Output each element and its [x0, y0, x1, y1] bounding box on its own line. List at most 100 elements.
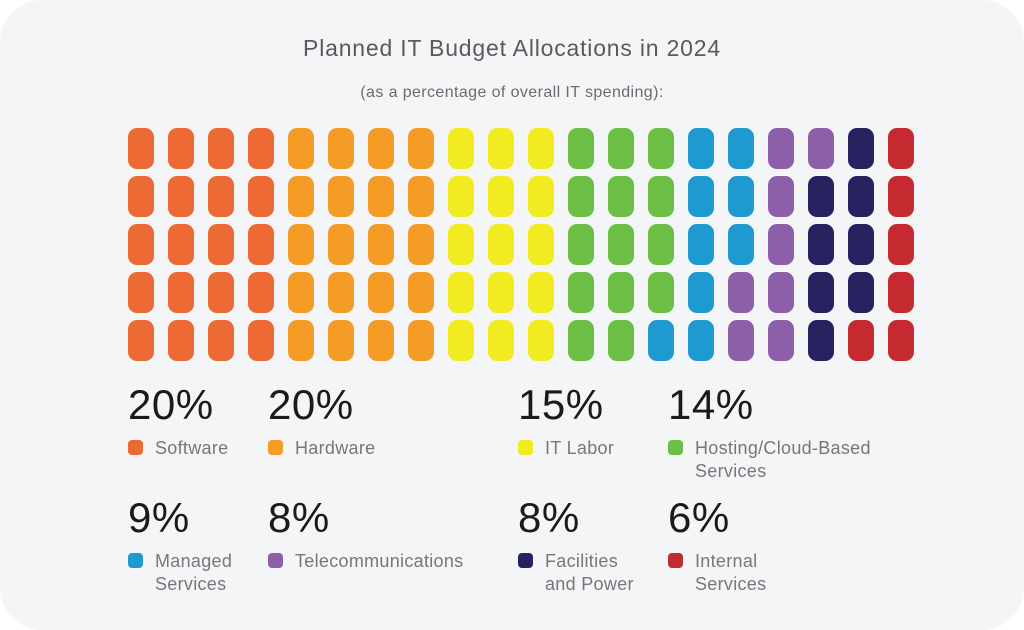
waffle-tile-it-labor	[528, 224, 554, 265]
legend-percent-hardware: 20%	[268, 381, 354, 428]
waffle-tile-internal-services	[888, 176, 914, 217]
waffle-tile-it-labor	[488, 320, 514, 361]
waffle-tile-it-labor	[448, 224, 474, 265]
legend-percent-facilities-and-power: 8%	[518, 493, 580, 541]
legend-label-facilities-and-power: Facilities and Power	[545, 550, 634, 595]
waffle-tile-software	[128, 272, 154, 313]
waffle-tile-software	[208, 224, 234, 265]
waffle-tile-hosting-cloud-based-services	[568, 272, 594, 313]
waffle-tile-software	[248, 224, 274, 265]
waffle-tile-software	[128, 224, 154, 265]
legend-label-row-hosting-cloud-based-services: Hosting/Cloud-Based Services	[668, 437, 928, 484]
waffle-tile-hardware	[328, 320, 354, 361]
waffle-tile-software	[248, 272, 274, 313]
waffle-tile-telecommunications	[728, 320, 754, 361]
waffle-tile-hosting-cloud-based-services	[608, 320, 634, 361]
waffle-tile-internal-services	[888, 272, 914, 313]
legend-swatch-managed-services	[128, 552, 143, 568]
legend-swatch-facilities-and-power	[518, 552, 533, 568]
waffle-tile-facilities-and-power	[808, 320, 834, 361]
waffle-tile-facilities-and-power	[848, 224, 874, 265]
waffle-tile-it-labor	[488, 224, 514, 265]
legend-label-managed-services: Managed Services	[155, 550, 233, 595]
waffle-tile-hardware	[288, 224, 314, 265]
waffle-tile-software	[168, 128, 194, 169]
waffle-tile-managed-services	[688, 176, 714, 217]
waffle-tile-software	[208, 320, 234, 361]
waffle-tile-facilities-and-power	[808, 224, 834, 265]
waffle-tile-software	[128, 320, 154, 361]
legend-label-row-telecommunications: Telecommunications	[268, 550, 518, 573]
waffle-tile-telecommunications	[768, 128, 794, 169]
waffle-tile-hardware	[368, 224, 394, 265]
waffle-tile-hosting-cloud-based-services	[568, 224, 594, 265]
waffle-tile-internal-services	[888, 224, 914, 265]
legend-swatch-software	[128, 440, 143, 455]
waffle-tile-software	[168, 320, 194, 361]
waffle-tile-it-labor	[488, 176, 514, 217]
waffle-tile-software	[248, 320, 274, 361]
waffle-tile-managed-services	[688, 128, 714, 169]
waffle-tile-hardware	[328, 224, 354, 265]
legend-swatch-it-labor	[518, 440, 533, 455]
waffle-tile-software	[208, 272, 234, 313]
waffle-tile-hardware	[408, 320, 434, 361]
waffle-tile-hosting-cloud-based-services	[648, 272, 674, 313]
legend-item-internal-services: 6% Internal Services	[668, 493, 928, 597]
legend-label-row-facilities-and-power: Facilities and Power	[518, 550, 668, 597]
legend-label-row-managed-services: Managed Services	[128, 550, 268, 597]
chart-subtitle: (as a percentage of overall IT spending)…	[360, 84, 664, 101]
waffle-tile-telecommunications	[768, 176, 794, 217]
waffle-tile-hardware	[288, 176, 314, 217]
waffle-tile-facilities-and-power	[848, 128, 874, 169]
legend-item-managed-services: 9% Managed Services	[128, 493, 268, 597]
waffle-tile-hosting-cloud-based-services	[568, 128, 594, 169]
legend-item-telecommunications: 8% Telecommunications	[268, 493, 518, 597]
waffle-tile-managed-services	[688, 224, 714, 265]
legend-label-software: Software	[155, 438, 229, 458]
legend-percent-internal-services: 6%	[668, 493, 730, 541]
waffle-tile-hardware	[288, 128, 314, 169]
waffle-tile-it-labor	[488, 128, 514, 169]
waffle-tile-hardware	[288, 320, 314, 361]
legend-label-row-it-labor: IT Labor	[518, 437, 668, 460]
waffle-tile-it-labor	[528, 272, 554, 313]
waffle-tile-telecommunications	[768, 224, 794, 265]
waffle-tile-it-labor	[528, 128, 554, 169]
legend-item-software: 20% Software	[128, 384, 268, 484]
legend-label-row-software: Software	[128, 437, 268, 460]
waffle-tile-hardware	[288, 272, 314, 313]
waffle-tile-hardware	[408, 272, 434, 313]
waffle-tile-software	[128, 176, 154, 217]
waffle-tile-software	[248, 128, 274, 169]
legend-percent-hosting-cloud-based-services: 14%	[668, 381, 754, 428]
legend-item-facilities-and-power: 8% Facilities and Power	[518, 493, 668, 597]
waffle-tile-hosting-cloud-based-services	[608, 176, 634, 217]
waffle-tile-hardware	[368, 128, 394, 169]
legend-swatch-hardware	[268, 440, 283, 455]
legend-item-hardware: 20% Hardware	[268, 384, 518, 484]
legend-swatch-hosting-cloud-based-services	[668, 440, 683, 455]
waffle-tile-hosting-cloud-based-services	[648, 176, 674, 217]
waffle-tile-managed-services	[728, 224, 754, 265]
legend-label-hardware: Hardware	[295, 438, 376, 458]
waffle-tile-software	[208, 128, 234, 169]
waffle-tile-hardware	[368, 176, 394, 217]
waffle-tile-hosting-cloud-based-services	[608, 128, 634, 169]
legend-label-row-hardware: Hardware	[268, 437, 518, 460]
waffle-tile-it-labor	[448, 320, 474, 361]
waffle-tile-software	[248, 176, 274, 217]
legend-swatch-internal-services	[668, 552, 683, 568]
waffle-tile-telecommunications	[808, 128, 834, 169]
waffle-tile-it-labor	[488, 272, 514, 313]
waffle-tile-software	[168, 176, 194, 217]
legend-percent-telecommunications: 8%	[268, 493, 330, 541]
waffle-tile-hardware	[408, 128, 434, 169]
legend-label-telecommunications: Telecommunications	[295, 550, 464, 571]
waffle-tile-internal-services	[888, 128, 914, 169]
waffle-tile-hosting-cloud-based-services	[608, 224, 634, 265]
waffle-tile-internal-services	[848, 320, 874, 361]
waffle-tile-software	[208, 176, 234, 217]
legend-percent-managed-services: 9%	[128, 493, 190, 541]
